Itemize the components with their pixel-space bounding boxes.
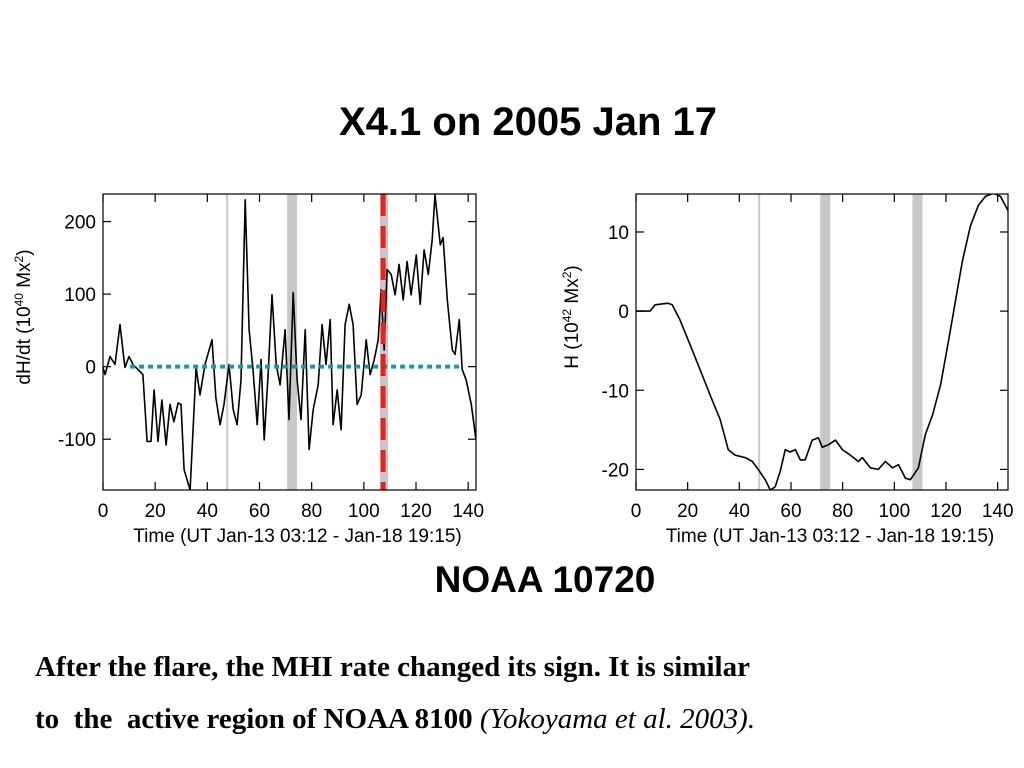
y-label-text: Mx [14,262,35,293]
caption-text: to the active region of NOAA 8100 [35,703,473,735]
x-tick-label: 140 [982,501,1014,522]
citation: (Yokoyama et al. 2003). [480,703,755,735]
y-label-text: Mx [562,278,583,309]
x-tick-label: 100 [348,501,380,522]
x-tick-label: 0 [631,501,642,522]
y-label-exponent: 40 [12,293,26,307]
y-label-text: dH/dt (10 [14,306,35,384]
y-tick-label: 100 [64,285,96,306]
band [820,194,831,490]
region-label: NOAA 10720 [435,559,656,600]
data-line [636,194,1008,490]
x-tick-label: 80 [832,501,853,522]
band [912,194,923,490]
caption-line: to the active region of NOAA 8100 (Yokoy… [35,703,755,735]
x-tick-label: 40 [197,501,218,522]
data-line [103,194,476,490]
plot-frame [102,193,477,491]
y-tick-label: 10 [608,223,629,244]
y-label-text: H (10 [562,322,583,368]
y-tick-label: 0 [618,302,629,323]
x-tick-label: 120 [400,501,432,522]
plot: 0 20 40 60 80 100 120 140 -100 0 100 200 Time (UT Ja… [12,193,484,547]
plot-area [103,194,476,490]
caption-line: After the flare, the MHI rate changed it… [35,651,750,683]
plot-frame [635,193,1009,491]
x-tick-label: 40 [729,501,750,522]
y-tick-label: 200 [64,213,96,234]
y-label-text: ) [562,265,583,271]
y-tick-label: -10 [602,381,629,402]
x-tick-label: 60 [249,501,270,522]
plot: 0 20 40 60 80 100 120 140 -20 -10 0 10 Time (UT Jan-… [560,193,1014,547]
x-tick-label: 80 [301,501,322,522]
y-axis-label: H (1042 Mx2) [560,265,583,368]
slide-title: X4.1 on 2005 Jan 17 [339,100,717,144]
y-label-exponent: 42 [560,309,574,323]
y-axis-label: dH/dt (1040 Mx2) [12,249,35,384]
y-label-text: ) [14,249,35,255]
x-tick-label: 100 [878,501,910,522]
x-tick-label: 120 [930,501,962,522]
x-axis-label: Time (UT Jan-13 03:12 - Jan-18 19:15) [133,526,461,547]
y-tick-label: -20 [602,460,629,481]
x-tick-label: 140 [452,501,484,522]
y-label-exponent: 2 [12,255,26,262]
y-tick-label: -100 [58,430,96,451]
x-axis-label: Time (UT Jan-13 03:12 - Jan-18 19:15) [666,526,994,547]
x-tick-label: 0 [98,501,109,522]
x-tick-label: 20 [677,501,698,522]
y-tick-label: 0 [85,358,96,379]
plot-area [636,194,1008,490]
x-tick-label: 20 [145,501,166,522]
y-label-exponent: 2 [560,271,574,278]
x-tick-label: 60 [780,501,801,522]
